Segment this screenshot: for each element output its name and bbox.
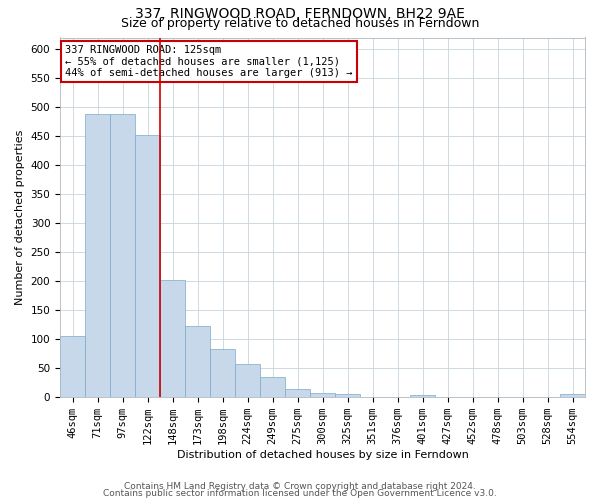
Bar — [135, 135, 160, 397]
Text: Size of property relative to detached houses in Ferndown: Size of property relative to detached ho… — [121, 18, 479, 30]
Y-axis label: Number of detached properties: Number of detached properties — [15, 130, 25, 305]
Text: Contains HM Land Registry data © Crown copyright and database right 2024.: Contains HM Land Registry data © Crown c… — [124, 482, 476, 491]
Text: Contains public sector information licensed under the Open Government Licence v3: Contains public sector information licen… — [103, 488, 497, 498]
Text: 337 RINGWOOD ROAD: 125sqm
← 55% of detached houses are smaller (1,125)
44% of se: 337 RINGWOOD ROAD: 125sqm ← 55% of detac… — [65, 44, 353, 78]
Bar — [285, 388, 310, 397]
Text: 337, RINGWOOD ROAD, FERNDOWN, BH22 9AE: 337, RINGWOOD ROAD, FERNDOWN, BH22 9AE — [135, 8, 465, 22]
Bar — [185, 326, 210, 397]
Bar — [235, 364, 260, 397]
Bar — [260, 377, 285, 397]
Bar — [560, 394, 585, 397]
Bar — [60, 336, 85, 397]
Bar — [160, 280, 185, 397]
Bar — [110, 114, 135, 397]
Bar — [335, 394, 360, 397]
Bar — [410, 396, 435, 397]
Bar — [210, 349, 235, 397]
Bar — [85, 114, 110, 397]
X-axis label: Distribution of detached houses by size in Ferndown: Distribution of detached houses by size … — [176, 450, 469, 460]
Bar — [310, 392, 335, 397]
